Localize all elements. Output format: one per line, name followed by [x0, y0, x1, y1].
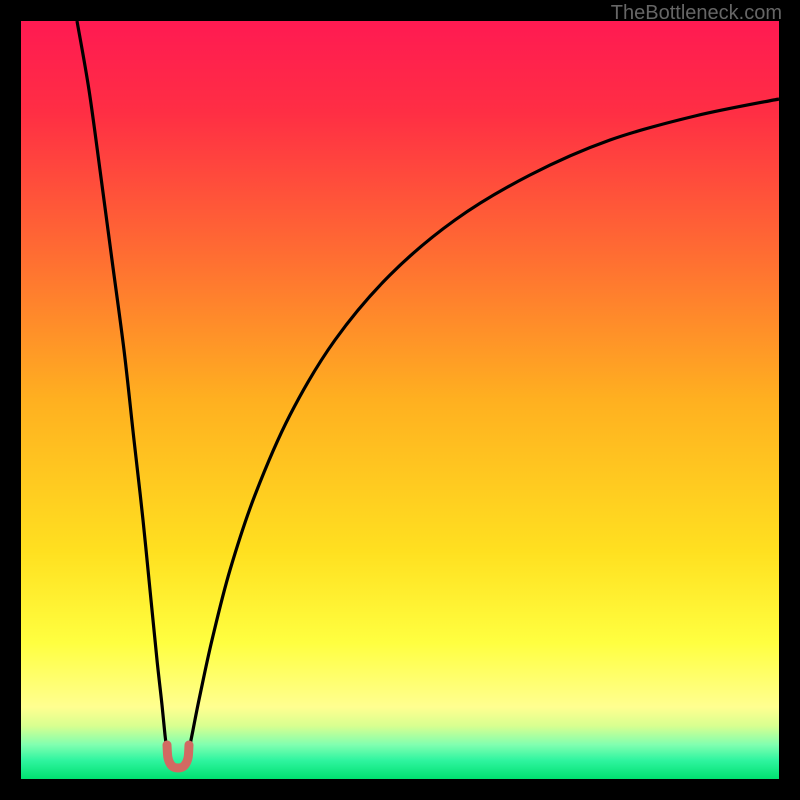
gradient-background: [21, 21, 779, 779]
frame-right: [779, 0, 800, 800]
chart-container: TheBottleneck.com: [0, 0, 800, 800]
frame-left: [0, 0, 21, 800]
bottleneck-chart: [0, 0, 800, 800]
frame-bottom: [0, 779, 800, 800]
watermark-text: TheBottleneck.com: [611, 2, 782, 25]
